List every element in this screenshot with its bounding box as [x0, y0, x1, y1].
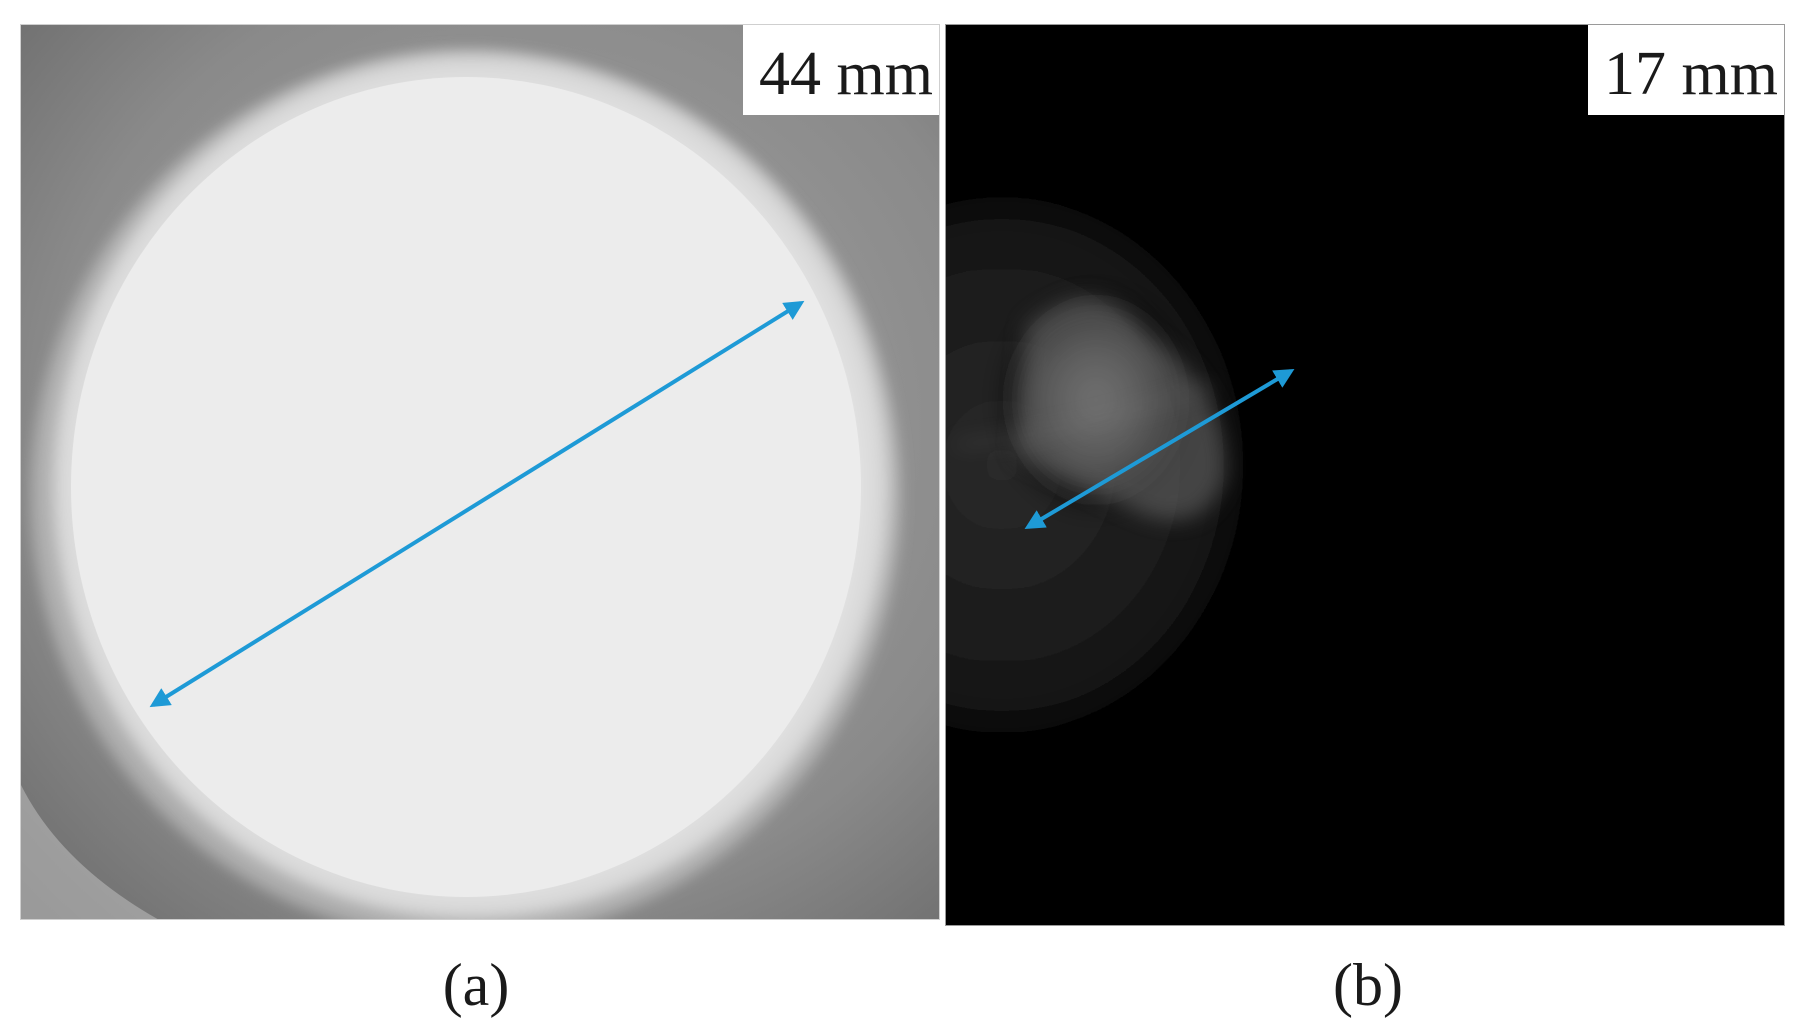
panel-a-image: 44 mm: [20, 24, 940, 920]
diameter-arrow: [1024, 368, 1295, 530]
panel-b-image: 17 mm: [945, 24, 1785, 926]
bright-spot-photo: [21, 25, 939, 919]
diameter-arrow: [149, 300, 805, 708]
dim-spot-photo: [946, 25, 1784, 925]
lens-rim-highlight: [21, 785, 158, 919]
scale-label-b: 17 mm: [1588, 25, 1784, 115]
caption-b: (b): [1333, 952, 1403, 1018]
scale-label-a: 44 mm: [743, 25, 939, 115]
bright-spot-core: [71, 77, 861, 897]
caption-a: (a): [442, 952, 510, 1018]
